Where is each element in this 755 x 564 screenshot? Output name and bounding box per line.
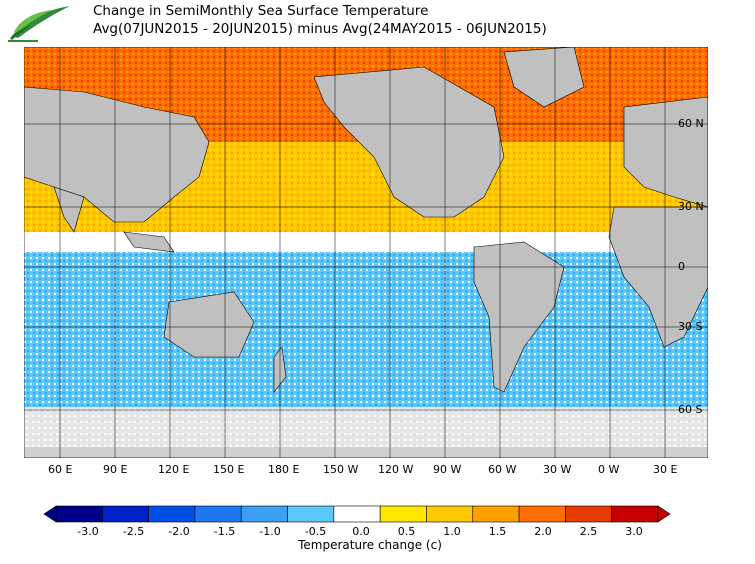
colorbar-swatch: [611, 505, 659, 523]
colorbar-swatch: [55, 505, 103, 523]
colorbar-tick-label: 1.0: [443, 525, 461, 538]
colorbar-swatch: [333, 505, 381, 523]
longitude-label: 30 W: [543, 463, 572, 476]
latitude-label: 60 S: [678, 403, 703, 416]
colorbar-swatch: [426, 505, 474, 523]
longitude-label: 60 E: [48, 463, 73, 476]
colorbar-swatch: [194, 505, 242, 523]
colorbar-tick-labels: -3.0 -2.5 -2.0 -1.5 -1.0 -0.5 0.0 0.5 1.0 1.5 2.0 2…: [77, 525, 642, 538]
colorbar-swatches: [55, 505, 659, 523]
colorbar-swatch: [240, 505, 288, 523]
colorbar-tick-label: 0.0: [352, 525, 370, 538]
colorbar-swatch: [148, 505, 196, 523]
colorbar-tick-label: -3.0: [77, 525, 98, 538]
longitude-label: 60 W: [488, 463, 517, 476]
colorbar-swatch: [518, 505, 566, 523]
latitude-label: 0: [678, 260, 685, 273]
sst-change-map: 60 N 30 N 0 30 S 60 S: [23, 46, 709, 459]
colorbar-tick-label: 1.5: [489, 525, 507, 538]
colorbar-svg: -3.0 -2.5 -2.0 -1.5 -1.0 -0.5 0.0 0.5 1.0 1.5 2.0 2…: [43, 505, 671, 552]
colorbar-tick-label: 2.5: [580, 525, 598, 538]
map-svg: [23, 46, 709, 459]
cool-anomaly-south: [24, 252, 708, 407]
colorbar-swatch: [472, 505, 520, 523]
colorbar-tick-label: -2.0: [168, 525, 189, 538]
colorbar-right-arrow: [657, 505, 671, 523]
latitude-label: 30 S: [678, 320, 703, 333]
colorbar-tick-label: 3.0: [625, 525, 643, 538]
longitude-label: 180 E: [268, 463, 300, 476]
grid-lines: [24, 47, 708, 458]
colorbar-swatch: [379, 505, 427, 523]
longitude-label: 150 W: [323, 463, 359, 476]
colorbar-tick-label: -1.0: [259, 525, 280, 538]
longitude-label: 90 E: [103, 463, 128, 476]
map-subtitle: Avg(07JUN2015 - 20JUN2015) minus Avg(24M…: [93, 21, 547, 37]
map-title: Change in SemiMonthly Sea Surface Temper…: [93, 3, 429, 19]
longitude-label: 120 E: [158, 463, 190, 476]
colorbar-tick-label: -2.5: [123, 525, 144, 538]
colorbar-label: Temperature change (c): [297, 538, 442, 552]
colorbar-left-arrow: [43, 505, 57, 523]
longitude-label: 30 E: [653, 463, 678, 476]
colorbar-tick-label: -0.5: [305, 525, 326, 538]
colorbar-tick-label: 0.5: [398, 525, 416, 538]
colorbar-swatch: [287, 505, 335, 523]
latitude-label: 30 N: [678, 200, 704, 213]
header: Change in SemiMonthly Sea Surface Temper…: [0, 0, 755, 44]
colorbar: -3.0 -2.5 -2.0 -1.5 -1.0 -0.5 0.0 0.5 1.0 1.5 2.0 2…: [0, 500, 755, 560]
latitude-label: 60 N: [678, 117, 704, 130]
longitude-label: 90 W: [433, 463, 462, 476]
longitude-label: 150 E: [213, 463, 245, 476]
neutral-band: [24, 232, 708, 252]
colorbar-tick-label: 2.0: [534, 525, 552, 538]
colorbar-swatch: [102, 505, 149, 523]
colorbar-tick-label: -1.5: [214, 525, 235, 538]
longitude-label: 0 W: [598, 463, 620, 476]
land-masses: [23, 46, 709, 458]
agency-leaf-logo: [8, 6, 70, 42]
colorbar-swatch: [565, 505, 612, 523]
longitude-label: 120 W: [378, 463, 414, 476]
